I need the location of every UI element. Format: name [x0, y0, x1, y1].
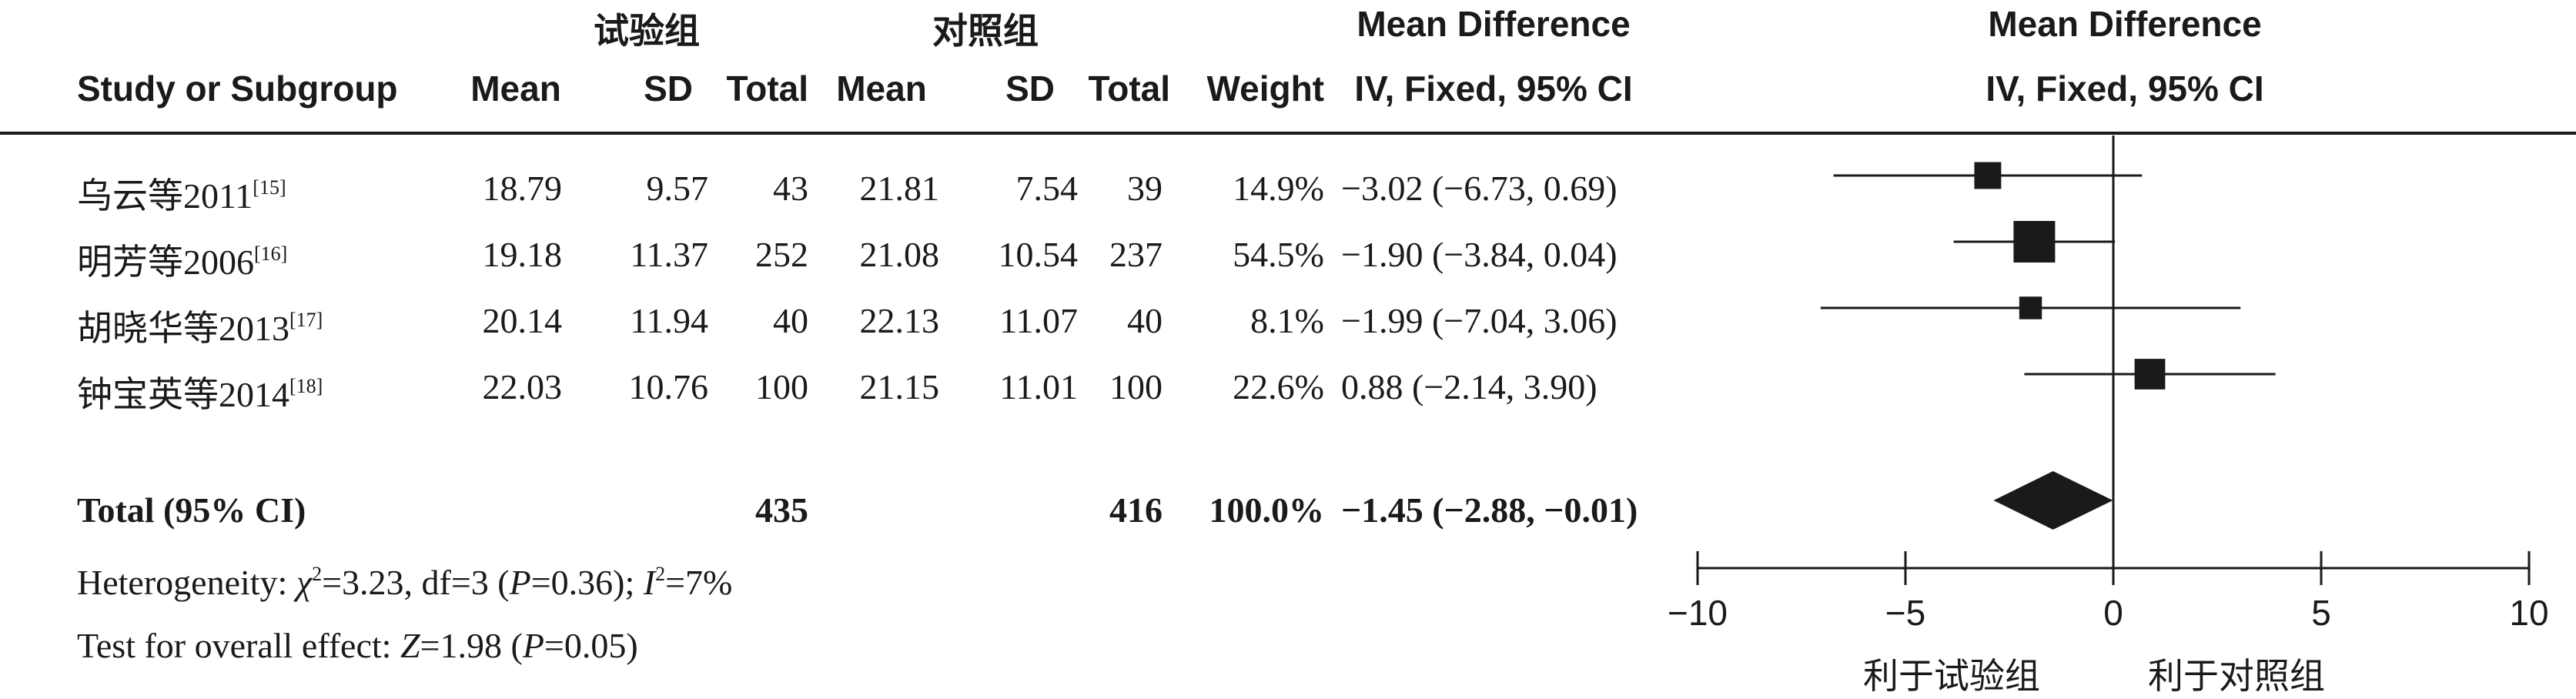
study-sd1: 11.37 — [630, 235, 708, 274]
study-name: 明芳等2006[16] — [77, 242, 288, 282]
study-mean2: 21.08 — [859, 235, 940, 274]
study-weight: 8.1% — [1250, 301, 1324, 340]
overall-effect-text: Test for overall effect: Z=1.98 (P=0.05) — [77, 626, 638, 665]
study-ref: [17] — [289, 309, 323, 331]
study-ref: [15] — [253, 176, 286, 199]
md-header-title: Mean Difference — [1357, 4, 1631, 44]
total-label: Total (95% CI) — [77, 490, 306, 530]
total1-header: Total — [726, 69, 808, 109]
study-name: 钟宝英等2014[18] — [77, 375, 323, 414]
study-weight: 22.6% — [1233, 367, 1324, 406]
study-name: 胡晓华等2013[17] — [77, 309, 323, 348]
pooled-diamond — [1993, 471, 2113, 530]
x-axis-tick-label: −10 — [1668, 593, 1728, 633]
plot-header-sub: IV, Fixed, 95% CI — [1986, 69, 2264, 109]
group2-header: 对照组 — [932, 11, 1039, 51]
sd1-header: SD — [644, 69, 693, 109]
total-ci: −1.45 (−2.88, −0.01) — [1341, 490, 1638, 530]
plot-header-title: Mean Difference — [1988, 4, 2262, 44]
md-header-sub: IV, Fixed, 95% CI — [1354, 69, 1633, 109]
header-rule — [0, 132, 2576, 135]
favours-left-label: 利于试验组 — [1863, 656, 2040, 696]
study-ref: [16] — [254, 242, 288, 265]
mean2-header: Mean — [836, 69, 927, 109]
study-name: 乌云等2011[15] — [77, 176, 286, 216]
favours-right-label: 利于对照组 — [2148, 656, 2325, 696]
x-axis-tick-label: 0 — [2103, 593, 2123, 633]
study-ci: −1.99 (−7.04, 3.06) — [1341, 301, 1618, 340]
x-axis-tick-label: 5 — [2311, 593, 2331, 633]
study-mean1: 20.14 — [482, 301, 563, 340]
study-sd1: 9.57 — [646, 169, 709, 208]
study-n1: 252 — [755, 235, 808, 274]
total-weight: 100.0% — [1209, 490, 1325, 530]
study-square — [1974, 162, 2002, 189]
study-sd2: 7.54 — [1015, 169, 1079, 208]
study-n1: 43 — [773, 169, 808, 208]
study-ci: −3.02 (−6.73, 0.69) — [1341, 169, 1618, 208]
total-n2: 416 — [1109, 490, 1163, 530]
study-sd1: 10.76 — [628, 367, 709, 406]
study-sd2: 10.54 — [998, 235, 1079, 274]
study-weight: 54.5% — [1233, 235, 1324, 274]
group1-header: 试验组 — [594, 11, 700, 51]
study-sd2: 11.01 — [999, 367, 1078, 406]
study-square — [2013, 221, 2056, 263]
study-n1: 100 — [755, 367, 808, 406]
x-axis-tick-label: −5 — [1885, 593, 1925, 633]
study-ref: [18] — [289, 375, 323, 397]
study-mean1: 19.18 — [482, 235, 563, 274]
study-mean2: 21.81 — [859, 169, 940, 208]
study-n2: 237 — [1109, 235, 1163, 274]
mean1-header: Mean — [470, 69, 561, 109]
study-mean2: 22.13 — [859, 301, 940, 340]
study-column-header: Study or Subgroup — [77, 69, 398, 109]
study-ci: −1.90 (−3.84, 0.04) — [1341, 235, 1618, 274]
sd2-header: SD — [1005, 69, 1055, 109]
study-sd2: 11.07 — [999, 301, 1078, 340]
study-n1: 40 — [773, 301, 808, 340]
study-sd1: 11.94 — [630, 301, 708, 340]
study-weight: 14.9% — [1233, 169, 1324, 208]
study-n2: 39 — [1127, 169, 1163, 208]
study-square — [2019, 296, 2042, 319]
study-mean1: 18.79 — [482, 169, 563, 208]
study-n2: 40 — [1127, 301, 1163, 340]
heterogeneity-text: Heterogeneity: χ2=3.23, df=3 (P=0.36); I… — [77, 563, 733, 602]
study-ci: 0.88 (−2.14, 3.90) — [1341, 367, 1597, 406]
weight-header: Weight — [1206, 69, 1324, 109]
x-axis-tick-label: 10 — [2509, 593, 2548, 633]
study-square — [2134, 359, 2166, 390]
total2-header: Total — [1088, 69, 1170, 109]
study-mean2: 21.15 — [859, 367, 940, 406]
study-mean1: 22.03 — [482, 367, 563, 406]
study-n2: 100 — [1109, 367, 1163, 406]
total-n1: 435 — [755, 490, 808, 530]
